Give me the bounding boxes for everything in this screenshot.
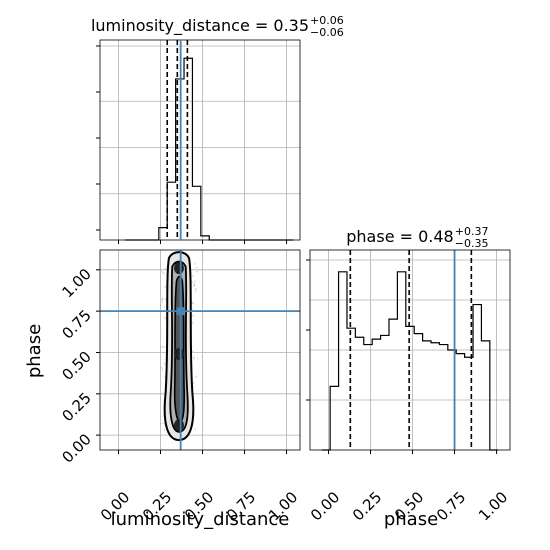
sample-point [193,283,196,285]
axes-frame [99,249,301,451]
sample-point [164,267,167,270]
sample-point [193,285,195,287]
sample-point [163,346,166,349]
y-tick-label: 0.50 [58,348,94,384]
y-axis-label-phase: phase [24,324,45,378]
sample-point [191,322,194,324]
truth-marker [176,307,185,316]
luminosity-distance-title: luminosity_distance = 0.35 [91,16,309,36]
y-tick-label: 0.00 [58,430,94,466]
sample-point [191,350,194,353]
sample-point [192,275,194,277]
y-tick-label: 0.75 [58,306,94,342]
sample-point [196,270,198,273]
density-peak-1 [173,419,184,432]
y-tick-label: 1.00 [58,265,94,301]
phase-title: phase = 0.48 [346,227,453,246]
sample-point [194,428,196,431]
sample-point [194,280,196,283]
sample-point [160,366,162,369]
sample-point [162,422,164,425]
phase-title-minus: −0.35 [455,237,489,250]
sample-point [193,382,195,384]
sample-point [162,298,164,301]
x-tick-label: 0.00 [307,488,343,524]
plot-area [100,40,300,240]
phase-vs-luminosity-distance-panel: 0.000.000.250.250.500.500.750.751.001.00 [58,249,301,524]
sample-point [195,287,197,290]
luminosity-distance-title-plus: +0.06 [310,14,344,27]
sample-point [193,284,195,287]
sample-point [195,375,197,378]
sample-point [163,428,166,431]
sample-point [194,289,197,292]
sample-point [195,266,198,269]
phase-title-plus: +0.37 [455,225,489,238]
luminosity-distance-title-minus: −0.06 [310,26,344,39]
sample-point [161,299,163,302]
sample-point [164,305,166,308]
x-axis-label-phase: phase [384,509,438,530]
phase-histogram-panel: 0.00 0.25 0.50 0.75 1.00 [306,249,511,524]
histogram-step-phase [321,271,499,451]
x-tick-label: 0.25 [349,488,385,524]
sample-point [164,317,166,319]
x-tick-label: 1.00 [475,488,511,524]
sample-point [159,423,162,425]
sample-point [191,281,193,283]
sample-point [161,297,164,299]
axes-frame [99,39,301,241]
sample-point [161,301,164,304]
sample-point [159,346,162,349]
y-tick-label: 0.25 [58,389,94,425]
axes-frame [309,249,511,451]
sample-point [193,356,195,358]
sample-point [191,302,194,304]
sample-point [161,271,163,273]
sample-point [165,317,167,320]
density-peak-0 [173,348,184,361]
sample-point [163,362,166,365]
sample-point [164,298,167,300]
sample-point [192,314,195,317]
sample-point [161,345,164,348]
sample-point [192,302,195,305]
density-peak-2 [173,262,184,275]
sample-point [161,368,164,371]
sample-point [194,263,196,265]
sample-point [159,304,162,306]
histogram-step-luminosity-distance [125,57,294,241]
x-axis-label-luminosity-distance: luminosity_distance [111,509,290,530]
luminosity-distance-histogram-panel [96,39,301,244]
x-tick-label: 0.75 [433,488,469,524]
sample-point [164,286,166,289]
sample-point [193,358,196,360]
sample-point [162,272,165,275]
sample-point [197,357,199,360]
